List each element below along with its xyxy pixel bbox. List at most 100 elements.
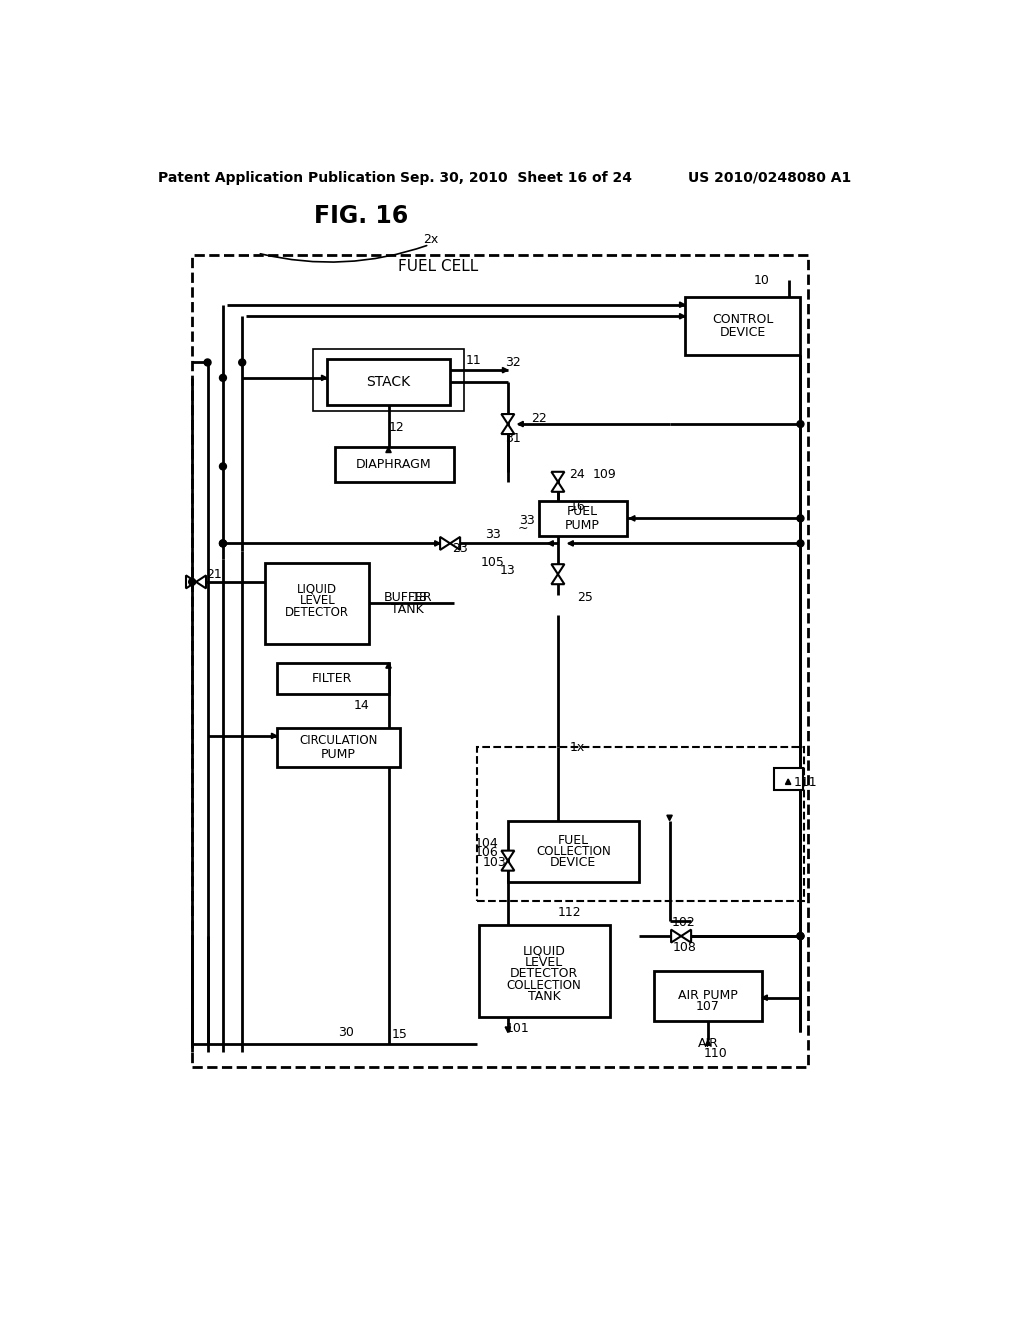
Polygon shape [551, 574, 564, 585]
Text: STACK: STACK [367, 375, 411, 388]
Bar [335, 447, 454, 482]
Text: 10: 10 [754, 273, 770, 286]
Circle shape [239, 359, 246, 366]
Bar [654, 970, 762, 1020]
Text: PUMP: PUMP [321, 748, 356, 760]
Text: CONTROL: CONTROL [712, 313, 773, 326]
Polygon shape [451, 537, 460, 550]
Circle shape [797, 933, 804, 940]
Text: 13: 13 [500, 564, 516, 577]
Polygon shape [667, 816, 672, 821]
Circle shape [219, 540, 226, 546]
Text: 101: 101 [506, 1022, 529, 1035]
Bar [539, 502, 628, 536]
Text: 18: 18 [412, 591, 427, 603]
Polygon shape [680, 314, 685, 319]
Polygon shape [503, 367, 508, 372]
Bar [265, 562, 370, 644]
Polygon shape [271, 733, 276, 739]
Bar [276, 729, 400, 767]
Text: TANK: TANK [527, 990, 560, 1003]
Polygon shape [551, 471, 564, 482]
Circle shape [219, 540, 226, 546]
Polygon shape [551, 482, 564, 492]
Polygon shape [551, 564, 564, 574]
Polygon shape [386, 663, 391, 668]
Text: LEVEL: LEVEL [299, 594, 335, 607]
Polygon shape [186, 576, 196, 589]
Polygon shape [502, 861, 514, 871]
Text: 33: 33 [484, 528, 501, 541]
Circle shape [204, 359, 211, 366]
Text: COLLECTION: COLLECTION [536, 845, 610, 858]
Polygon shape [386, 447, 391, 453]
Polygon shape [706, 1040, 711, 1045]
Polygon shape [680, 302, 685, 308]
Polygon shape [630, 516, 635, 521]
Text: 103: 103 [483, 857, 507, 870]
Polygon shape [518, 421, 523, 426]
Text: 108: 108 [673, 941, 697, 954]
Polygon shape [785, 779, 791, 784]
Text: FUEL CELL: FUEL CELL [398, 259, 478, 273]
Text: ~: ~ [518, 521, 528, 535]
Text: BUFFER: BUFFER [383, 591, 432, 605]
Polygon shape [568, 541, 573, 546]
Circle shape [797, 540, 804, 546]
Text: 110: 110 [703, 1047, 728, 1060]
Text: FIG. 16: FIG. 16 [314, 205, 409, 228]
Polygon shape [322, 375, 327, 380]
Text: 24: 24 [569, 467, 585, 480]
Polygon shape [762, 995, 767, 1001]
Text: 107: 107 [696, 1001, 720, 1014]
Text: 25: 25 [577, 591, 593, 603]
Text: AIR: AIR [697, 1038, 719, 1051]
Bar [477, 747, 804, 902]
Text: 30: 30 [338, 1026, 354, 1039]
Text: Patent Application Publication: Patent Application Publication [158, 170, 395, 185]
Text: AIR PUMP: AIR PUMP [678, 989, 738, 1002]
Text: FUEL: FUEL [558, 834, 589, 847]
Text: DIAPHRAGM: DIAPHRAGM [356, 458, 432, 471]
Text: 112: 112 [558, 907, 582, 920]
Text: DETECTOR: DETECTOR [510, 968, 579, 981]
Polygon shape [502, 850, 514, 861]
Polygon shape [196, 576, 206, 589]
Text: 15: 15 [392, 1028, 408, 1041]
Circle shape [219, 463, 226, 470]
Bar [193, 255, 808, 1067]
Text: 102: 102 [672, 916, 695, 929]
Text: 105: 105 [480, 556, 505, 569]
Text: PUMP: PUMP [565, 519, 600, 532]
Bar [313, 350, 464, 411]
Circle shape [188, 578, 196, 585]
Bar [327, 359, 451, 405]
Text: 22: 22 [530, 412, 547, 425]
Text: CIRCULATION: CIRCULATION [299, 734, 378, 747]
Circle shape [797, 421, 804, 428]
Text: US 2010/0248080 A1: US 2010/0248080 A1 [688, 170, 851, 185]
Polygon shape [505, 1027, 511, 1032]
Bar [685, 297, 801, 355]
Text: Sep. 30, 2010  Sheet 16 of 24: Sep. 30, 2010 Sheet 16 of 24 [399, 170, 632, 185]
Text: 2x: 2x [423, 232, 438, 246]
Text: 104: 104 [474, 837, 498, 850]
Text: 106: 106 [474, 846, 498, 859]
Text: LIQUID: LIQUID [297, 582, 337, 595]
Polygon shape [548, 541, 553, 546]
Polygon shape [502, 414, 514, 424]
Text: 11: 11 [465, 354, 481, 367]
Text: 1x: 1x [569, 741, 585, 754]
Text: LEVEL: LEVEL [525, 956, 563, 969]
Text: COLLECTION: COLLECTION [507, 979, 582, 991]
Text: 16: 16 [569, 500, 585, 513]
Polygon shape [671, 929, 681, 942]
Bar [773, 768, 803, 789]
Text: FILTER: FILTER [312, 672, 352, 685]
Text: DETECTOR: DETECTOR [286, 606, 349, 619]
Text: 23: 23 [453, 543, 468, 556]
Text: 12: 12 [388, 421, 404, 434]
Polygon shape [435, 541, 440, 546]
Text: DEVICE: DEVICE [550, 855, 596, 869]
Text: 111: 111 [794, 776, 817, 788]
